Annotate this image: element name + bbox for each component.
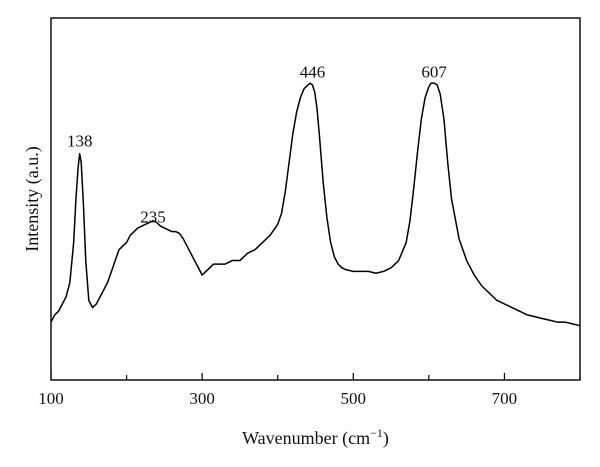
peak-label: 446: [300, 63, 326, 82]
peak-label: 235: [140, 208, 166, 227]
peak-annotations: 138 235 446 607: [67, 63, 447, 227]
x-axis-label-main: Wavenumber (cm: [242, 428, 370, 449]
spectrum-line: [50, 82, 581, 327]
x-tick-label: 100: [38, 389, 64, 408]
x-tick-label: 500: [341, 389, 367, 408]
peak-label: 607: [421, 63, 447, 82]
peak-label: 138: [67, 132, 93, 151]
plot-area: [50, 17, 581, 381]
x-axis-ticks: 100 300 500 700: [38, 373, 581, 408]
x-tick-label: 300: [189, 389, 215, 408]
x-axis-label-close: ): [383, 428, 389, 449]
y-axis-label: Intensity (a.u.): [22, 146, 43, 251]
x-axis-label: Wavenumber (cm−1): [242, 426, 389, 449]
x-axis-label-superscript: −1: [370, 426, 383, 440]
plot-frame: [50, 17, 581, 381]
series-group: [50, 82, 581, 327]
x-tick-label: 700: [492, 389, 518, 408]
